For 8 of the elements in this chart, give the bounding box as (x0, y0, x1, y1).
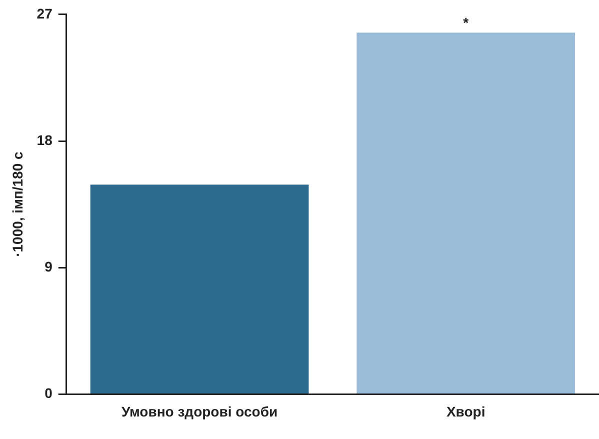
y-tick-label: 27 (36, 5, 53, 22)
y-tick-label: 18 (36, 132, 53, 148)
y-tick-label: 9 (44, 258, 53, 274)
x-tick-label: Умовно здорові особи (121, 403, 278, 420)
y-axis-title: ·1000, імп/180 с (9, 151, 26, 257)
x-tick-label: Хворі (446, 403, 486, 420)
annotation: * (463, 14, 470, 31)
y-tick-label: 0 (44, 385, 53, 402)
